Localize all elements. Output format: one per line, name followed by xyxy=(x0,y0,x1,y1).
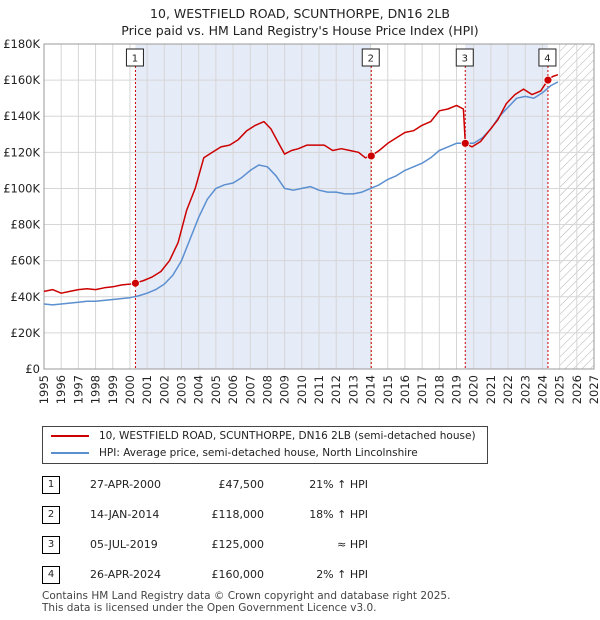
x-tick-label: 2015 xyxy=(381,375,395,404)
legend-item-hpi: HPI: Average price, semi-detached house,… xyxy=(51,445,418,461)
x-tick-label: 2007 xyxy=(243,375,257,404)
y-tick-label: £40K xyxy=(11,290,41,304)
ownership-shade xyxy=(135,44,372,369)
x-tick-label: 2019 xyxy=(450,375,464,404)
x-tick-label: 2005 xyxy=(209,375,223,404)
plot-frame xyxy=(43,43,595,370)
legend: 10, WESTFIELD ROAD, SCUNTHORPE, DN16 2LB… xyxy=(42,426,488,464)
footer-copyright: Contains HM Land Registry data © Crown c… xyxy=(42,590,451,602)
transaction-hpi: 2% ↑ HPI xyxy=(316,568,368,581)
table-row: 4 26-APR-2024 £160,000 2% ↑ HPI xyxy=(0,565,600,585)
transaction-number-badge: 2 xyxy=(42,506,60,524)
table-row: 3 05-JUL-2019 £125,000 ≈ HPI xyxy=(0,535,600,555)
transaction-hpi: ≈ HPI xyxy=(337,538,368,551)
y-tick-label: £180K xyxy=(3,37,40,51)
x-tick-label: 2021 xyxy=(484,375,498,404)
transaction-price: £125,000 xyxy=(211,538,265,551)
transaction-hpi: 21% ↑ HPI xyxy=(309,478,368,491)
sale-number-label: 3 xyxy=(462,54,468,65)
sale-number-label: 1 xyxy=(132,54,138,65)
legend-hpi-label: HPI: Average price, semi-detached house,… xyxy=(99,447,418,459)
y-tick-label: £120K xyxy=(3,145,40,159)
transaction-date: 14-JAN-2014 xyxy=(90,508,160,521)
price-chart: £0 £20K £40K £60K £80K £100K £120K £140K £160K £1… xyxy=(3,37,600,404)
x-tick-label: 1996 xyxy=(54,375,68,404)
transaction-number-badge: 1 xyxy=(42,476,60,494)
x-tick-label: 2003 xyxy=(175,375,189,404)
property-line-swatch xyxy=(51,435,89,437)
y-tick-label: £60K xyxy=(11,254,41,268)
sale-point xyxy=(460,138,470,148)
sale-point xyxy=(366,151,376,161)
transaction-number-badge: 3 xyxy=(42,536,60,554)
x-tick-label: 2000 xyxy=(123,375,137,404)
hpi-line xyxy=(44,81,559,306)
transaction-hpi: 18% ↑ HPI xyxy=(309,508,368,521)
table-row: 2 14-JAN-2014 £118,000 18% ↑ HPI xyxy=(0,505,600,525)
x-tick-label: 2010 xyxy=(295,375,309,404)
footer-licence: This data is licensed under the Open Gov… xyxy=(42,602,377,614)
footer: Contains HM Land Registry data © Crown c… xyxy=(42,590,450,614)
x-tick-label: 2017 xyxy=(415,375,429,404)
transaction-date: 05-JUL-2019 xyxy=(90,538,158,551)
transaction-price: £47,500 xyxy=(218,478,265,491)
x-tick-label: 2006 xyxy=(226,375,240,404)
x-tick-label: 2026 xyxy=(570,375,584,404)
sale-point xyxy=(543,75,553,85)
x-tick-label: 2027 xyxy=(587,375,600,404)
sale-number-label: 2 xyxy=(368,54,374,65)
legend-item-property: 10, WESTFIELD ROAD, SCUNTHORPE, DN16 2LB… xyxy=(51,428,476,444)
transaction-number-badge: 4 xyxy=(42,566,60,584)
x-tick-label: 2018 xyxy=(432,375,446,404)
x-tick-label: 2008 xyxy=(260,375,274,404)
x-tick-label: 2012 xyxy=(329,375,343,404)
x-tick-label: 1998 xyxy=(89,375,103,404)
x-tick-label: 2011 xyxy=(312,375,326,404)
transaction-price: £160,000 xyxy=(211,568,265,581)
x-tick-label: 2009 xyxy=(278,375,292,404)
sale-number-box xyxy=(538,48,557,67)
y-tick-label: £140K xyxy=(3,109,40,123)
legend-property-label: 10, WESTFIELD ROAD, SCUNTHORPE, DN16 2LB… xyxy=(99,430,476,442)
y-tick-label: £20K xyxy=(11,326,41,340)
hpi-line-swatch xyxy=(51,452,89,454)
x-tick-label: 2023 xyxy=(518,375,532,404)
sale-number-box xyxy=(455,48,474,67)
transaction-date: 26-APR-2024 xyxy=(90,568,162,581)
x-tick-label: 2024 xyxy=(535,375,549,404)
y-tick-label: £0 xyxy=(25,362,40,376)
x-tick-label: 2014 xyxy=(364,375,378,404)
y-tick-label: £80K xyxy=(11,218,41,232)
x-tick-label: 2001 xyxy=(140,375,154,404)
x-tick-label: 2002 xyxy=(157,375,171,404)
sale-number-box xyxy=(361,48,380,67)
chart-subtitle: Price paid vs. HM Land Registry's House … xyxy=(121,23,479,38)
sale-number-label: 4 xyxy=(544,54,550,65)
x-tick-label: 1995 xyxy=(37,375,51,404)
transaction-date: 27-APR-2000 xyxy=(90,478,162,491)
x-tick-label: 2025 xyxy=(553,375,567,404)
x-tick-label: 2004 xyxy=(192,375,206,404)
x-tick-label: 1999 xyxy=(106,375,120,404)
table-row: 1 27-APR-2000 £47,500 21% ↑ HPI xyxy=(0,475,600,495)
sale-number-box xyxy=(125,48,144,67)
x-tick-label: 1997 xyxy=(71,375,85,404)
x-tick-label: 2022 xyxy=(501,375,515,404)
x-tick-label: 2013 xyxy=(346,375,360,404)
y-tick-label: £160K xyxy=(3,73,40,87)
x-tick-label: 2020 xyxy=(467,375,481,404)
y-tick-label: £100K xyxy=(3,181,40,195)
chart-title: 10, WESTFIELD ROAD, SCUNTHORPE, DN16 2LB xyxy=(150,6,450,21)
x-tick-label: 2016 xyxy=(398,375,412,404)
sale-point xyxy=(131,278,140,288)
transaction-price: £118,000 xyxy=(211,508,265,521)
